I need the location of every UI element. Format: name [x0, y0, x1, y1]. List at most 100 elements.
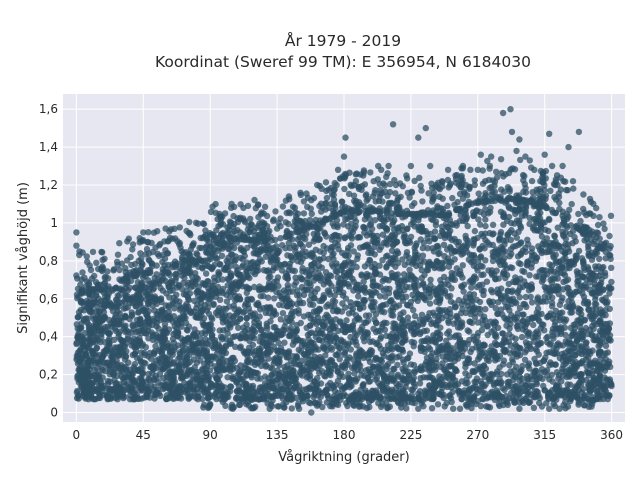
- data-point: [150, 386, 157, 393]
- data-point: [492, 305, 499, 312]
- data-point: [521, 278, 528, 285]
- data-point: [160, 365, 167, 372]
- data-point: [542, 240, 549, 247]
- data-point: [419, 252, 427, 259]
- data-point: [241, 327, 249, 335]
- data-point: [214, 383, 222, 390]
- data-point: [604, 298, 611, 306]
- data-point: [486, 371, 493, 378]
- data-point: [299, 243, 306, 250]
- data-point: [379, 380, 386, 388]
- data-point: [279, 389, 286, 397]
- data-point: [476, 281, 483, 289]
- data-point: [76, 325, 83, 333]
- data-point: [199, 341, 206, 348]
- data-point: [444, 308, 451, 316]
- data-point: [566, 373, 573, 380]
- data-point: [138, 376, 145, 383]
- data-point: [372, 311, 380, 318]
- data-point: [242, 348, 249, 355]
- data-point: [187, 336, 195, 344]
- data-point: [192, 368, 200, 376]
- data-point: [248, 296, 256, 303]
- data-point: [597, 281, 604, 289]
- data-point: [565, 285, 572, 292]
- data-point: [311, 378, 318, 386]
- data-point: [491, 357, 499, 364]
- data-point: [136, 334, 143, 342]
- data-point: [266, 269, 273, 277]
- data-point: [537, 359, 544, 367]
- data-point: [430, 248, 438, 255]
- data-point: [585, 306, 592, 314]
- data-point: [170, 313, 178, 320]
- data-point: [278, 267, 286, 274]
- data-point: [533, 254, 541, 261]
- data-point: [224, 266, 232, 274]
- data-point: [418, 338, 425, 345]
- data-point: [494, 286, 501, 293]
- data-point: [482, 216, 489, 223]
- data-point: [96, 371, 103, 378]
- data-point: [184, 282, 191, 289]
- data-point: [134, 320, 141, 328]
- data-point: [511, 316, 518, 323]
- data-point: [105, 290, 113, 297]
- data-point: [536, 317, 543, 325]
- data-point: [150, 285, 158, 292]
- data-point: [216, 327, 223, 334]
- data-point: [459, 217, 467, 224]
- data-point: [571, 362, 578, 369]
- data-point: [293, 384, 300, 391]
- data-point: [445, 362, 452, 370]
- data-point: [455, 296, 463, 304]
- data-point: [341, 351, 348, 358]
- data-point: [545, 227, 552, 235]
- data-point: [277, 331, 285, 338]
- data-point: [424, 313, 431, 321]
- data-point: [105, 337, 112, 344]
- data-point: [385, 394, 392, 402]
- data-point: [224, 282, 231, 289]
- data-point: [436, 250, 443, 257]
- data-point: [113, 303, 121, 310]
- data-point: [341, 252, 348, 259]
- data-point: [524, 236, 531, 243]
- data-point: [411, 383, 418, 390]
- data-point: [528, 299, 536, 306]
- data-point: [591, 300, 599, 308]
- data-point: [356, 305, 364, 313]
- data-point: [138, 342, 146, 349]
- data-point: [435, 317, 442, 324]
- data-point: [545, 293, 552, 301]
- data-point: [546, 261, 553, 268]
- data-point: [478, 350, 486, 357]
- data-point: [273, 347, 280, 354]
- data-point: [507, 246, 515, 253]
- data-point: [206, 263, 213, 271]
- data-point: [275, 339, 282, 347]
- data-point: [249, 341, 257, 349]
- data-point: [422, 387, 429, 394]
- data-point: [580, 284, 588, 292]
- data-point: [227, 367, 234, 374]
- data-point: [365, 378, 372, 385]
- data-point: [274, 249, 281, 256]
- data-point: [567, 389, 575, 396]
- data-point: [210, 301, 217, 309]
- data-point: [506, 362, 513, 369]
- data-point: [565, 366, 572, 374]
- data-point: [171, 344, 179, 351]
- data-point: [489, 257, 497, 265]
- data-point: [499, 330, 507, 337]
- data-point: [415, 390, 422, 397]
- data-point: [539, 375, 546, 382]
- data-point: [214, 283, 222, 291]
- data-point: [438, 223, 446, 230]
- data-point: [577, 269, 584, 277]
- data-point: [533, 387, 540, 395]
- data-point: [155, 379, 162, 386]
- data-point: [606, 305, 613, 313]
- data-point: [562, 316, 570, 323]
- data-point: [145, 314, 152, 322]
